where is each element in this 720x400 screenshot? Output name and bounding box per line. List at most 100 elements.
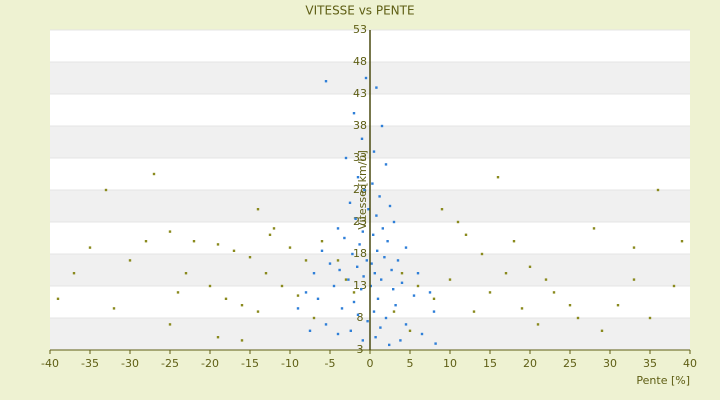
y-tick-label: 38 (353, 119, 367, 132)
scatter-point (324, 323, 328, 326)
scatter-point (388, 204, 392, 208)
scatter-point (216, 336, 220, 339)
scatter-point (72, 272, 76, 275)
scatter-point (381, 227, 384, 230)
scatter-point (576, 316, 580, 320)
scatter-point (376, 297, 380, 300)
scatter-point (420, 332, 424, 336)
scatter-point (356, 313, 360, 316)
scatter-point (472, 310, 476, 313)
scatter-point (592, 227, 596, 230)
scatter-point (392, 288, 395, 291)
scatter-point (362, 275, 365, 278)
scatter-point (428, 291, 432, 294)
scatter-point (520, 307, 524, 310)
scatter-point (399, 339, 402, 342)
scatter-point (648, 316, 652, 320)
scatter-point (379, 326, 382, 329)
scatter-point (394, 304, 397, 307)
scatter-point (408, 329, 412, 332)
x-tick-label: 5 (407, 357, 414, 370)
scatter-point (432, 297, 436, 300)
scatter-point (375, 214, 378, 217)
scatter-point (340, 307, 344, 310)
scatter-point (224, 297, 228, 300)
scatter-point (288, 246, 292, 249)
scatter-point (456, 220, 460, 224)
scatter-point (344, 156, 348, 160)
scatter-point (400, 281, 404, 284)
scatter-point (370, 262, 373, 265)
scatter-point (316, 297, 320, 300)
y-tick-label: 28 (353, 183, 367, 196)
scatter-point (412, 294, 416, 297)
scatter-point (404, 246, 408, 249)
scatter-point (88, 246, 92, 249)
scatter-point (320, 240, 324, 243)
x-tick-label: 40 (683, 357, 697, 370)
scatter-point (392, 220, 396, 224)
y-tick-label: 18 (353, 247, 367, 260)
scatter-point (336, 332, 340, 336)
scatter-point (363, 188, 366, 192)
scatter-point (280, 284, 284, 288)
scatter-point (616, 304, 620, 307)
scatter-point (112, 307, 116, 310)
scatter-point (152, 172, 156, 176)
x-tick-label: 35 (643, 357, 657, 370)
scatter-point (374, 336, 377, 339)
scatter-point (184, 272, 188, 275)
scatter-point (360, 137, 364, 140)
scatter-point (104, 188, 108, 192)
scatter-point (168, 230, 172, 233)
x-tick-label: -30 (121, 357, 139, 370)
scatter-point (384, 316, 388, 320)
x-axis-label: Pente [%] (636, 374, 690, 387)
scatter-point (544, 278, 548, 281)
scatter-point (375, 86, 378, 89)
scatter-point (528, 265, 532, 268)
scatter-point (304, 291, 308, 294)
scatter-point (168, 323, 172, 326)
scatter-point (680, 240, 684, 243)
scatter-point (632, 278, 636, 281)
scatter-point (296, 307, 300, 310)
y-tick-label: 33 (353, 151, 367, 164)
scatter-point (504, 272, 508, 275)
scatter-point (512, 240, 516, 243)
scatter-point (304, 259, 308, 262)
scatter-point (358, 243, 361, 246)
x-tick-label: 25 (563, 357, 577, 370)
scatter-point (400, 272, 404, 275)
scatter-point (256, 208, 260, 211)
x-tick-label: -15 (241, 357, 259, 370)
scatter-point (552, 291, 556, 294)
y-tick-label: 23 (353, 215, 367, 228)
scatter-point (416, 284, 420, 288)
scatter-point (248, 256, 252, 259)
scatter-point (378, 195, 381, 198)
scatter-point (480, 252, 484, 256)
scatter-point (376, 249, 379, 252)
scatter-point (366, 320, 369, 323)
scatter-point (349, 329, 352, 332)
y-tick-label: 8 (357, 311, 364, 324)
chart-title: VITESSE vs PENTE (305, 4, 414, 18)
scatter-point (440, 208, 444, 211)
scatter-point (354, 217, 357, 220)
scatter-point (216, 243, 220, 246)
x-tick-label: 0 (367, 357, 374, 370)
scatter-point (372, 233, 375, 236)
scatter-point (240, 339, 244, 342)
scatter-point (656, 188, 660, 192)
scatter-point (404, 323, 408, 326)
scatter-point (396, 259, 400, 262)
scatter-point (356, 265, 359, 268)
scatter-point (343, 236, 346, 240)
scatter-point (144, 240, 148, 243)
scatter-point (351, 252, 354, 256)
scatter-point (352, 112, 356, 115)
scatter-point (336, 227, 340, 230)
scatter-point (568, 304, 572, 307)
